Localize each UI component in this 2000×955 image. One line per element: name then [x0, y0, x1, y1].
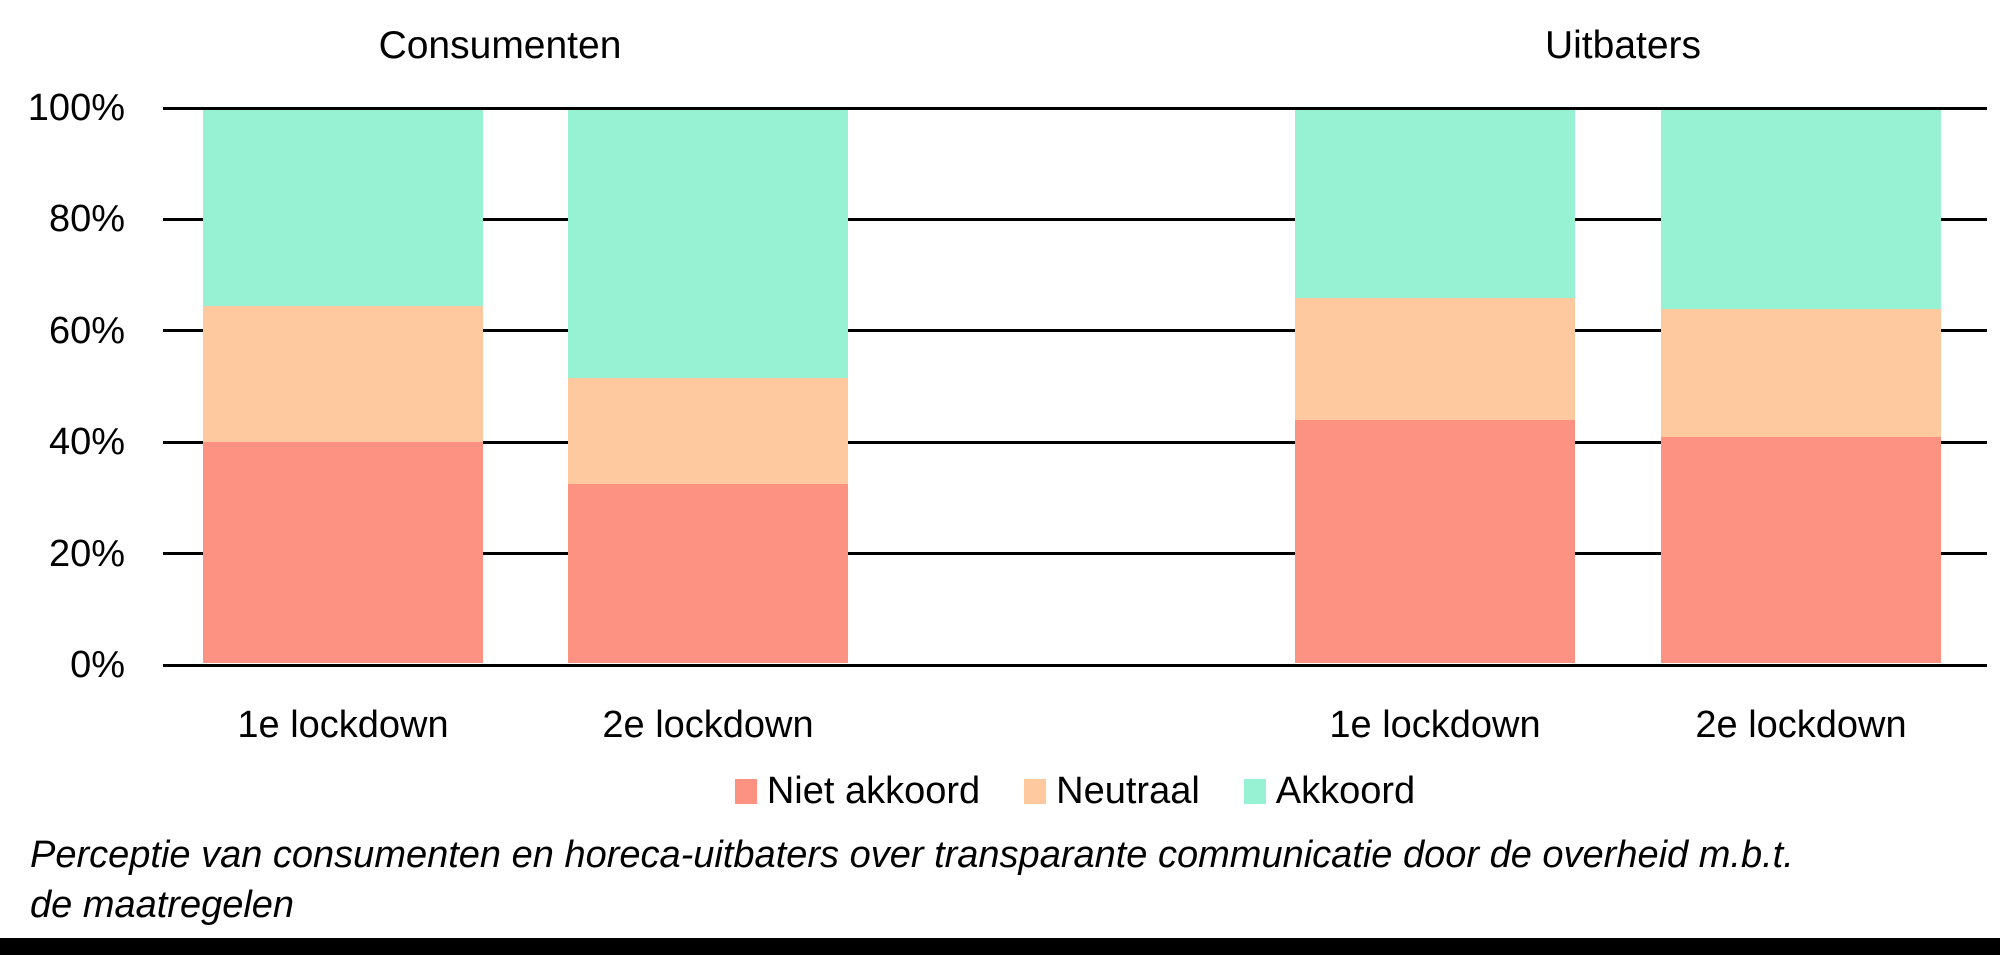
y-axis-tick-label: 80%	[48, 198, 125, 241]
y-axis-tick-label: 60%	[48, 309, 125, 352]
legend-marker-niet-akkoord	[734, 778, 757, 804]
bar-segment-akkoord	[568, 110, 848, 379]
legend-label-akkoord: Akkoord	[1275, 770, 1416, 812]
legend: Niet akkoord Neutraal Akkoord	[163, 768, 1987, 814]
gridline-40	[163, 440, 1987, 444]
panel-title-consumenten: Consumenten	[378, 24, 622, 67]
legend-item-akkoord: Akkoord	[1243, 768, 1416, 814]
y-axis-tick-label: 0%	[70, 644, 125, 686]
bar-segment-neutraal	[1295, 298, 1575, 420]
caption-line-2: de maatregelen	[30, 884, 295, 926]
legend-marker-akkoord	[1243, 778, 1266, 804]
legend-item-niet-akkoord: Niet akkoord	[734, 768, 981, 814]
bar-segment-neutraal	[1661, 309, 1941, 437]
x-category-label: 1e lockdown	[237, 704, 449, 746]
gridline-80	[163, 217, 1987, 221]
bar-segment-akkoord	[203, 110, 483, 307]
bottom-black-bar	[0, 938, 2000, 955]
legend-label-niet-akkoord: Niet akkoord	[766, 770, 981, 812]
bar-segment-akkoord	[1295, 110, 1575, 299]
bar-segment-neutraal	[203, 306, 483, 443]
legend-marker-neutraal	[1024, 778, 1047, 804]
gridline-60	[163, 329, 1987, 333]
y-axis-tick-label: 100%	[27, 87, 125, 129]
legend-label-neutraal: Neutraal	[1056, 770, 1200, 812]
bar-segment-niet-akkoord	[1661, 436, 1941, 664]
caption-line-1: Perceptie van consumenten en horeca-uitb…	[30, 834, 1794, 876]
legend-item-neutraal: Neutraal	[1024, 768, 1200, 814]
y-axis-tick-label: 40%	[48, 421, 125, 464]
panel-title-uitbaters: Uitbaters	[1544, 24, 1702, 67]
bar-segment-niet-akkoord	[568, 483, 848, 664]
y-axis-tick-label: 20%	[48, 532, 125, 575]
bar-segment-niet-akkoord	[1295, 419, 1575, 664]
gridline-0	[163, 663, 1987, 667]
bar-segment-niet-akkoord	[203, 442, 483, 664]
gridline-100	[163, 106, 1987, 110]
gridline-20	[163, 552, 1987, 556]
chart-caption: Perceptie van consumenten en horeca-uitb…	[30, 830, 1970, 930]
x-category-label: 2e lockdown	[1695, 704, 1907, 746]
x-category-label: 1e lockdown	[1329, 704, 1541, 746]
bar-segment-neutraal	[568, 378, 848, 484]
x-category-label: 2e lockdown	[602, 704, 814, 746]
bar-segment-akkoord	[1661, 110, 1941, 310]
